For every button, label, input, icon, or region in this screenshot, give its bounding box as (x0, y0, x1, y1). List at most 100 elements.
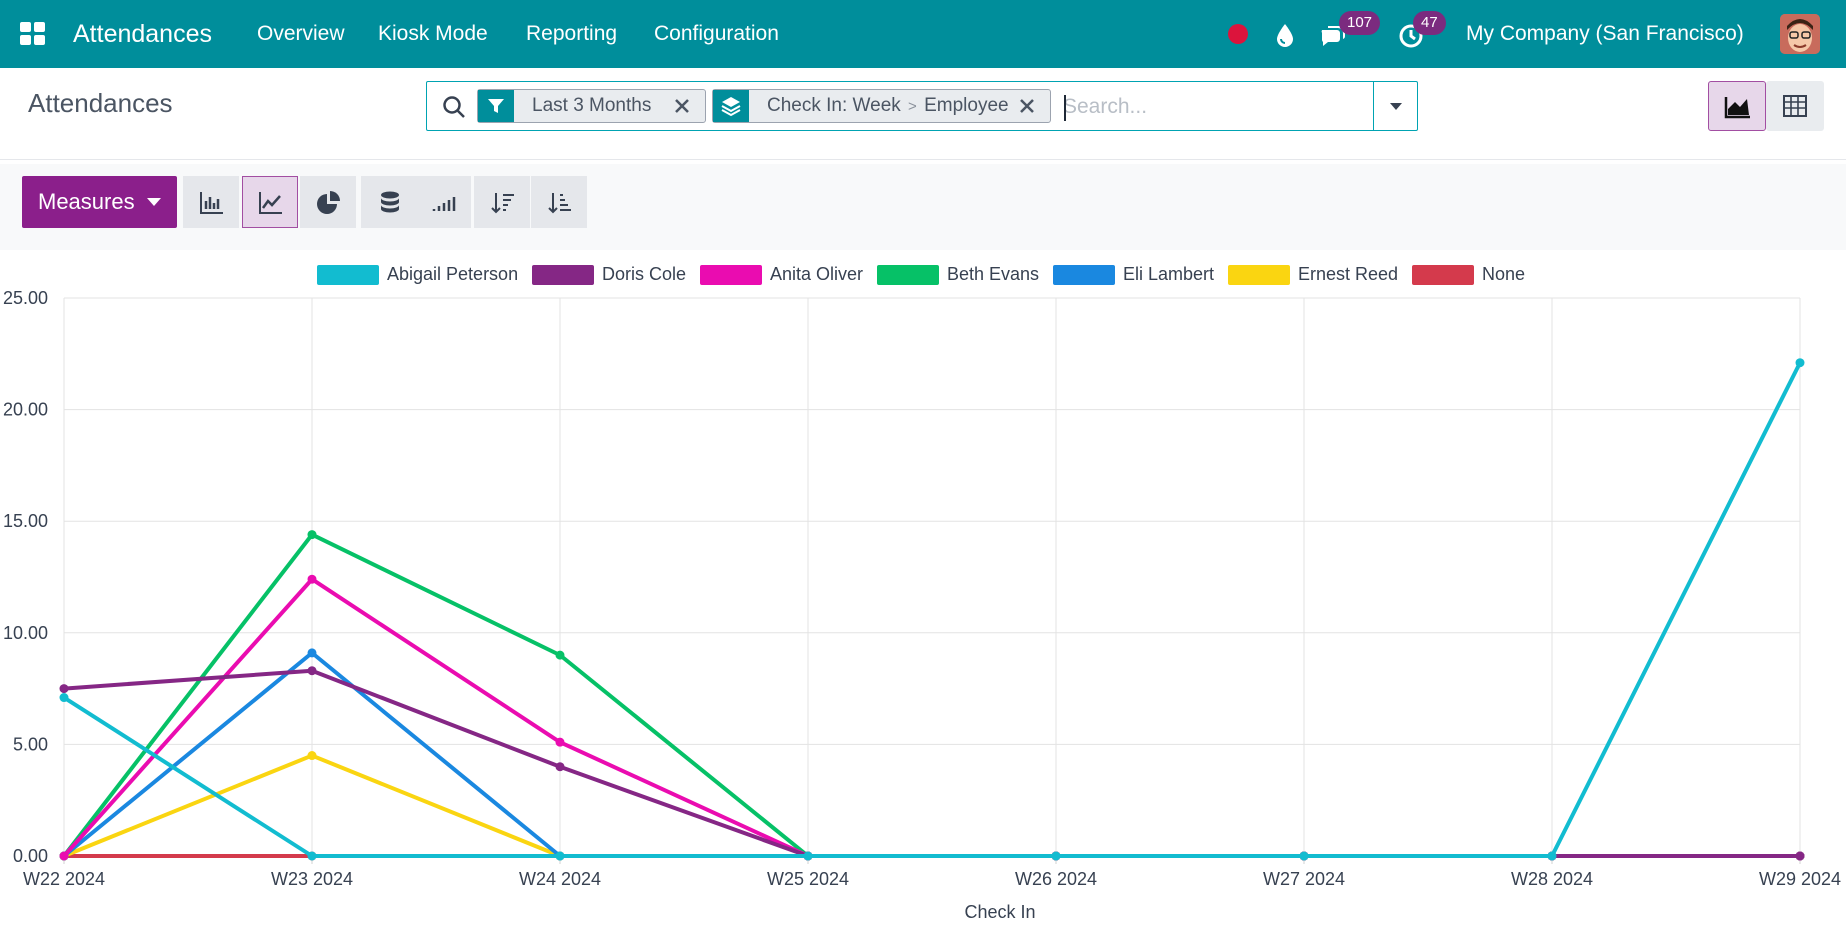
x-tick-label: W24 2024 (519, 869, 601, 889)
search-icon (443, 96, 465, 118)
caret-down-icon (147, 198, 161, 206)
y-tick-label: 5.00 (13, 734, 48, 754)
legend-swatch (532, 265, 594, 285)
graph-view-button[interactable] (1708, 81, 1766, 131)
measures-button[interactable]: Measures (22, 176, 177, 228)
menu-configuration[interactable]: Configuration (654, 22, 779, 45)
facet-close-icon[interactable] (1017, 96, 1037, 116)
x-tick-label: W27 2024 (1263, 869, 1345, 889)
groupby-facet[interactable]: Check In: Week > Employee (712, 89, 1051, 123)
stacked-icon (381, 191, 399, 213)
data-point (1299, 851, 1309, 861)
groupby-separator: > (908, 98, 917, 115)
text-cursor (1064, 95, 1066, 121)
x-tick-label: W25 2024 (767, 869, 849, 889)
app-title[interactable]: Attendances (73, 20, 212, 48)
company-switcher[interactable]: My Company (San Francisco) (1466, 22, 1744, 45)
data-point (555, 851, 565, 861)
data-point (1795, 358, 1805, 368)
line-chart-button[interactable] (242, 176, 298, 228)
legend-swatch (317, 265, 379, 285)
legend-label: Abigail Peterson (387, 264, 519, 284)
filter-facet[interactable]: Last 3 Months (477, 89, 706, 123)
breadcrumb: Attendances (28, 88, 173, 118)
filter-facet-label: Last 3 Months (532, 95, 652, 116)
apps-grid-icon[interactable] (20, 22, 46, 46)
legend-label: Eli Lambert (1123, 264, 1215, 284)
y-tick-label: 0.00 (13, 846, 48, 866)
x-axis-label: Check In (964, 902, 1035, 922)
legend-swatch (1412, 265, 1474, 285)
search-options-toggle[interactable] (1373, 82, 1417, 130)
bar-chart-button[interactable] (183, 176, 239, 228)
y-tick-label: 25.00 (3, 288, 48, 308)
groupby-facet-week: Check In: Week (767, 95, 901, 116)
x-tick-label: W22 2024 (23, 869, 105, 889)
menu-kiosk-mode[interactable]: Kiosk Mode (378, 22, 488, 45)
data-point (1051, 851, 1061, 861)
clock-icon[interactable] (1396, 20, 1426, 50)
series-line (62, 650, 1800, 858)
cumulative-button[interactable] (415, 176, 471, 228)
series-line (62, 532, 1800, 858)
measures-label: Measures (38, 189, 135, 214)
stacked-button[interactable] (361, 176, 417, 228)
facet-close-icon[interactable] (672, 96, 692, 116)
data-point (59, 851, 69, 861)
data-point (307, 648, 317, 658)
avatar[interactable] (1780, 14, 1820, 54)
data-point (1795, 851, 1805, 861)
y-tick-label: 20.00 (3, 400, 48, 420)
sort-ascending-button[interactable] (531, 176, 587, 228)
x-tick-label: W23 2024 (271, 869, 353, 889)
recording-dot-icon[interactable] (1228, 24, 1248, 44)
search-input[interactable] (1063, 91, 1373, 123)
pivot-view-button[interactable] (1766, 81, 1824, 131)
data-point (307, 751, 317, 761)
x-tick-label: W29 2024 (1759, 869, 1841, 889)
sort-ascending-icon (548, 193, 571, 214)
data-point (307, 666, 317, 676)
sort-descending-icon (491, 193, 514, 214)
data-point (803, 851, 813, 861)
legend-swatch (1228, 265, 1290, 285)
series-line (63, 753, 1800, 858)
data-point (307, 574, 317, 584)
data-point (59, 684, 69, 694)
activities-badge: 47 (1413, 11, 1446, 35)
data-point (1547, 851, 1557, 861)
legend-label: Anita Oliver (770, 264, 864, 284)
legend-label: None (1482, 264, 1526, 284)
sort-descending-button[interactable] (474, 176, 530, 228)
series-line (63, 668, 1800, 858)
graph-toolbar: Measures (0, 164, 1846, 250)
pie-chart-button[interactable] (300, 176, 356, 228)
x-tick-label: W28 2024 (1511, 869, 1593, 889)
control-panel: Attendances Last 3 Months (0, 68, 1846, 160)
search-bar[interactable]: Last 3 Months Check In: Week > Employee (426, 81, 1418, 131)
legend-label: Beth Evans (947, 264, 1040, 284)
messages-badge: 107 (1339, 11, 1381, 35)
top-navbar: Attendances Overview Kiosk Mode Reportin… (0, 0, 1846, 68)
legend-swatch (700, 265, 762, 285)
data-point (307, 851, 317, 861)
menu-reporting[interactable]: Reporting (526, 22, 618, 45)
groupby-facet-label: Check In: Week > Employee (767, 90, 1009, 123)
groupby-facet-employee: Employee (924, 95, 1009, 116)
table-icon (1783, 95, 1807, 117)
layers-icon (713, 90, 749, 122)
line-chart-icon (259, 192, 282, 214)
series-line (62, 361, 1802, 858)
bar-chart-icon (200, 192, 223, 214)
menu-overview[interactable]: Overview (257, 22, 345, 45)
filter-icon (478, 90, 514, 122)
data-point (555, 650, 565, 660)
droplet-icon[interactable] (1270, 20, 1300, 50)
pie-chart-icon (317, 191, 340, 214)
legend-label: Doris Cole (602, 264, 687, 284)
legend-swatch (1053, 265, 1115, 285)
x-tick-label: W26 2024 (1015, 869, 1097, 889)
area-chart-icon (1724, 97, 1750, 119)
legend-label: Ernest Reed (1298, 264, 1399, 284)
data-point (555, 737, 565, 747)
